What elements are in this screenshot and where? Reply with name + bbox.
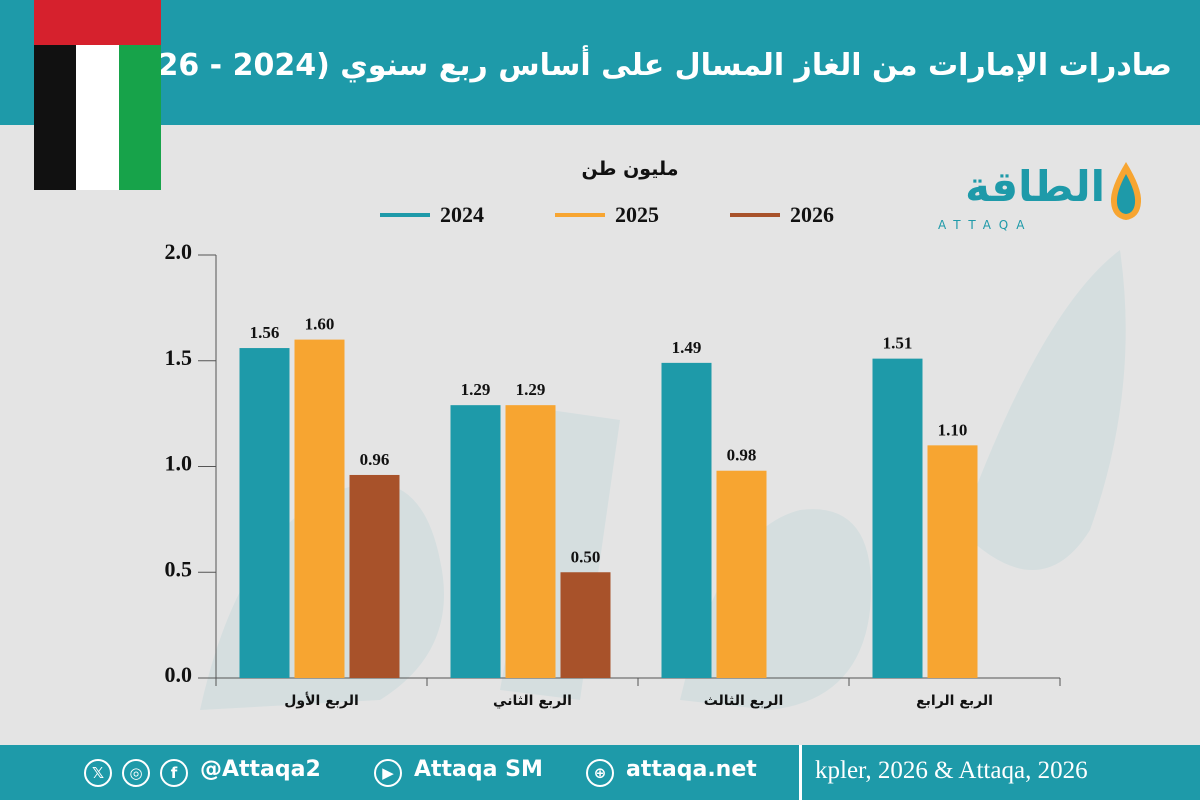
legend-label-2026: 2026 (790, 202, 834, 227)
data-label: 1.51 (883, 334, 913, 353)
legend-label-2024: 2024 (440, 202, 484, 227)
x-category-label: الربع الثالث (704, 693, 784, 709)
y-tick-label: 0.0 (165, 662, 193, 687)
legend-swatch-2026 (730, 213, 780, 217)
bar-2024 (239, 348, 290, 678)
data-label: 1.49 (672, 338, 702, 357)
footer-bar: 𝕏 ◎ f @Attaqa2 ▶ Attaqa SM ⊕ attaqa.net … (0, 745, 1200, 800)
x-category-label: الربع الثاني (493, 693, 572, 709)
legend-swatch-2024 (380, 213, 430, 217)
youtube-channel[interactable]: Attaqa SM (414, 757, 543, 782)
legend-swatch-2025 (555, 213, 605, 217)
y-tick-label: 1.0 (165, 451, 193, 476)
social-handle[interactable]: @Attaqa2 (200, 757, 321, 782)
y-tick-label: 1.5 (165, 345, 193, 370)
bar-2024 (661, 362, 712, 678)
legend-label-2025: 2025 (615, 202, 659, 227)
instagram-icon[interactable]: ◎ (122, 759, 150, 787)
bar-2026 (349, 474, 400, 678)
bar-2025 (294, 339, 345, 678)
bar-2024 (872, 358, 923, 678)
footer-divider (799, 745, 802, 800)
data-label: 1.56 (250, 323, 280, 342)
x-category-label: الربع الأول (284, 692, 359, 709)
bar-2025 (716, 470, 767, 678)
x-icon[interactable]: 𝕏 (84, 759, 112, 787)
logo-latin: ATTAQA (938, 218, 1033, 232)
y-tick-label: 2.0 (165, 239, 193, 264)
bar-2025 (505, 405, 556, 678)
logo-wordmark: الطاقة (965, 162, 1105, 211)
data-label: 0.96 (360, 450, 390, 469)
data-label: 1.60 (305, 315, 335, 334)
data-label: 1.29 (516, 380, 546, 399)
x-category-label: الربع الرابع (916, 693, 993, 709)
data-label: 1.29 (461, 380, 491, 399)
data-label: 0.50 (571, 547, 601, 566)
attaqa-logo: الطاقة ATTAQA (930, 158, 1150, 238)
data-label: 0.98 (727, 446, 757, 465)
bar-2026 (560, 572, 611, 678)
facebook-icon[interactable]: f (160, 759, 188, 787)
website-link[interactable]: attaqa.net (626, 757, 757, 782)
source-text: kpler, 2026 & Attaqa, 2026 (815, 757, 1088, 784)
uae-flag-icon (34, 0, 161, 190)
data-label: 1.10 (938, 420, 968, 439)
y-unit-label: مليون طن (581, 158, 679, 180)
y-tick-label: 0.5 (165, 556, 193, 581)
bar-2025 (927, 445, 978, 678)
globe-icon[interactable]: ⊕ (586, 759, 614, 787)
drop-icon (1110, 162, 1142, 220)
youtube-icon[interactable]: ▶ (374, 759, 402, 787)
bar-2024 (450, 405, 501, 678)
